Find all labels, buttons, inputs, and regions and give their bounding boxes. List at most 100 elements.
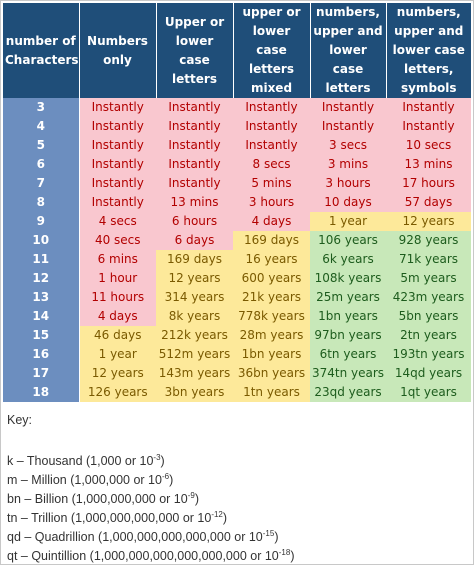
table-row: 15 46 days 212k years 28m years 97bn years 2t… <box>3 326 471 345</box>
table-row: 3 Instantly Instantly Instantly Instantly Ins… <box>3 98 471 117</box>
key-line-text: bn – Billion (1,000,000,000 or 10 <box>7 492 188 507</box>
crack-time-cell: Instantly <box>156 98 233 117</box>
password-crack-time-table: number of Characters Numbers only Upper … <box>3 3 471 402</box>
key-line-exponent: -9 <box>187 491 195 500</box>
key-line-exponent: -3 <box>153 453 161 462</box>
crack-time-cell: 4 secs <box>79 212 156 231</box>
table-body: 3 Instantly Instantly Instantly Instantly Ins… <box>3 98 471 402</box>
crack-time-cell: 169 days <box>156 250 233 269</box>
crack-time-cell: 108k years <box>310 269 386 288</box>
character-count-cell: 16 <box>3 345 80 364</box>
crack-time-cell: Instantly <box>79 193 156 212</box>
crack-time-cell: Instantly <box>386 117 471 136</box>
crack-time-cell: 374tn years <box>310 364 386 383</box>
key-line-exponent: -18 <box>278 548 291 557</box>
crack-time-cell: 11 hours <box>79 288 156 307</box>
crack-time-cell: 25m years <box>310 288 386 307</box>
key-line-end: ) <box>169 473 174 488</box>
crack-time-cell: 97bn years <box>310 326 386 345</box>
crack-time-cell: 6 mins <box>79 250 156 269</box>
character-count-cell: 12 <box>3 269 80 288</box>
crack-time-cell: 12 years <box>386 212 471 231</box>
crack-time-cell: 1tn years <box>233 383 310 402</box>
crack-time-cell: 1 hour <box>79 269 156 288</box>
crack-time-cell: Instantly <box>79 174 156 193</box>
table-row: 4 Instantly Instantly Instantly Instantly Ins… <box>3 117 471 136</box>
key-line-exponent: -15 <box>262 529 275 538</box>
crack-time-cell: 512m years <box>156 345 233 364</box>
crack-time-cell: 143m years <box>156 364 233 383</box>
key-list: k – Thousand (1,000 or 10-3) m – Million … <box>7 448 295 564</box>
key-line: bn – Billion (1,000,000,000 or 10-9) <box>7 486 294 507</box>
crack-time-cell: Instantly <box>79 117 156 136</box>
crack-time-cell: 4 days <box>233 212 310 231</box>
crack-time-cell: 6 days <box>156 231 233 250</box>
crack-time-cell: 5 mins <box>233 174 310 193</box>
key-line-exponent: -6 <box>161 472 170 481</box>
table-row: 10 40 secs 6 days 169 days 106 years 928 year… <box>3 231 471 250</box>
crack-time-cell: 21k years <box>233 288 310 307</box>
crack-time-cell: 1 year <box>310 212 386 231</box>
crack-time-cell: 106 years <box>310 231 386 250</box>
crack-time-cell: 126 years <box>79 383 156 402</box>
table-row: 6 Instantly Instantly 8 secs 3 mins 13 mins <box>3 155 471 174</box>
header-numbers-only: Numbers only <box>79 3 157 98</box>
crack-time-cell: 3 secs <box>310 136 386 155</box>
table-row: 11 6 mins 169 days 16 years 6k years 71k year… <box>3 250 471 269</box>
crack-time-cell: 3bn years <box>156 383 233 402</box>
crack-time-cell: 23qd years <box>310 383 386 402</box>
header-row: number of Characters Numbers only Upper … <box>3 3 471 98</box>
crack-time-cell: Instantly <box>233 136 310 155</box>
crack-time-cell: 17 hours <box>386 174 471 193</box>
crack-time-cell: Instantly <box>310 98 386 117</box>
crack-time-cell: Instantly <box>79 136 156 155</box>
crack-time-cell: 2tn years <box>386 326 471 345</box>
crack-time-cell: 5m years <box>386 269 471 288</box>
key-line-text: qd – Quadrillion (1,000,000,000,000,000 … <box>7 530 263 545</box>
crack-time-cell: 12 years <box>156 269 233 288</box>
crack-time-cell: 10 days <box>310 193 386 212</box>
character-count-cell: 7 <box>3 174 80 193</box>
crack-time-cell: 14qd years <box>386 364 471 383</box>
table-row: 7 Instantly Instantly 5 mins 3 hours 17 hours <box>3 174 471 193</box>
table-row: 17 12 years 143m years 36bn years 374tn year… <box>3 364 471 383</box>
crack-time-cell: 5bn years <box>386 307 471 326</box>
crack-time-cell: 6 hours <box>156 212 233 231</box>
crack-time-cell: 13 mins <box>156 193 233 212</box>
key-line-exponent: -12 <box>211 510 223 519</box>
key-line: tn – Trillion (1,000,000,000,000 or 10-1… <box>7 505 294 525</box>
crack-time-cell: 71k years <box>386 250 471 269</box>
crack-time-cell: Instantly <box>79 98 156 117</box>
table-row: 12 1 hour 12 years 600 years 108k years 5m ye… <box>3 269 471 288</box>
key-line-end: ) <box>274 530 279 545</box>
crack-time-cell: 1qt years <box>386 383 471 402</box>
crack-time-cell: Instantly <box>156 155 233 174</box>
table-row: 8 Instantly 13 mins 3 hours 10 days 57 days <box>3 193 471 212</box>
crack-time-cell: 212k years <box>156 326 233 345</box>
key-section: Key: k – Thousand (1,000 or 10-3) m – Mil… <box>7 413 295 564</box>
key-line: m – Million (1,000,000 or 10-6) <box>7 467 294 488</box>
crack-time-cell: 12 years <box>79 364 156 383</box>
crack-time-cell: 3 hours <box>233 193 310 212</box>
header-upper-or-lower: Upper or lower case letters <box>156 3 234 98</box>
crack-time-cell: 10 secs <box>386 136 471 155</box>
table-row: 18 126 years 3bn years 1tn years 23qd years 1… <box>3 383 471 402</box>
crack-time-cell: 40 secs <box>79 231 156 250</box>
crack-time-cell: Instantly <box>79 155 156 174</box>
crack-time-cell: 28m years <box>233 326 310 345</box>
key-line-end: ) <box>194 492 199 507</box>
crack-time-cell: 6k years <box>310 250 386 269</box>
key-line-end: ) <box>290 549 295 564</box>
crack-time-cell: 8k years <box>156 307 233 326</box>
crack-time-cell: 169 days <box>233 231 310 250</box>
crack-time-cell: 193tn years <box>386 345 471 364</box>
crack-time-cell: Instantly <box>386 98 471 117</box>
character-count-cell: 17 <box>3 364 80 383</box>
character-count-cell: 14 <box>3 307 80 326</box>
character-count-cell: 5 <box>3 136 80 155</box>
crack-time-cell: 314 years <box>156 288 233 307</box>
character-count-cell: 18 <box>3 383 80 402</box>
crack-time-cell: Instantly <box>156 117 233 136</box>
